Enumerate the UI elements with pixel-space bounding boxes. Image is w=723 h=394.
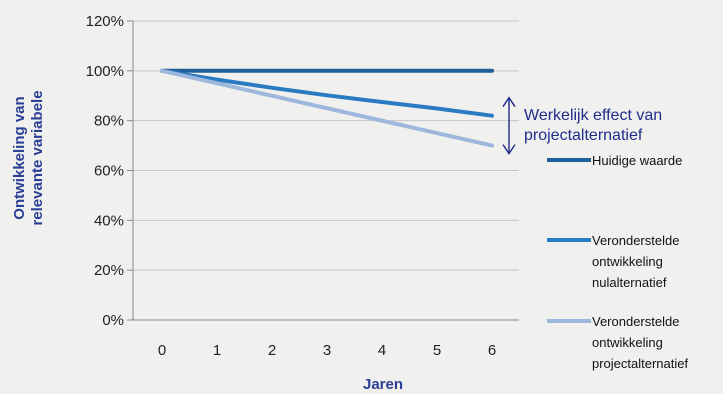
annotation-arrowhead-up bbox=[502, 96, 516, 108]
legend-label: ontwikkeling bbox=[592, 335, 663, 350]
legend-label: nulalternatief bbox=[592, 275, 667, 290]
y-axis-title-line: relevante variabele bbox=[29, 90, 46, 225]
x-tick-label: 2 bbox=[268, 342, 276, 359]
x-tick-label: 0 bbox=[158, 342, 166, 359]
y-tick-label: 40% bbox=[94, 212, 124, 229]
legend-label: Veronderstelde bbox=[592, 314, 679, 329]
y-axis-title: Ontwikkeling vanrelevante variabele bbox=[11, 90, 46, 225]
y-tick-label: 100% bbox=[86, 63, 124, 80]
series-line-3 bbox=[160, 68, 494, 148]
x-tick-label: 4 bbox=[378, 342, 386, 359]
x-axis-title: Jaren bbox=[363, 376, 403, 393]
annotation-text: Werkelijk effect van bbox=[524, 107, 662, 124]
y-tick-label: 0% bbox=[102, 312, 124, 329]
y-tick-label: 20% bbox=[94, 262, 124, 279]
y-tick-label: 120% bbox=[86, 13, 124, 30]
gridlines bbox=[133, 20, 519, 271]
x-tick-label: 6 bbox=[488, 342, 496, 359]
legend-label: ontwikkeling bbox=[592, 254, 663, 269]
x-tick-label: 5 bbox=[433, 342, 441, 359]
effect-annotation: Werkelijk effect van projectalternatief bbox=[502, 96, 662, 155]
y-tick-label: 80% bbox=[94, 113, 124, 130]
x-tick-label: 3 bbox=[323, 342, 331, 359]
legend-label: Veronderstelde bbox=[592, 233, 679, 248]
annotation-arrowhead-down bbox=[502, 144, 516, 155]
legend-label: projectalternatief bbox=[592, 356, 688, 371]
y-tick-label: 60% bbox=[94, 163, 124, 180]
legend-label: Huidige waarde bbox=[592, 153, 682, 168]
x-tick-label: 1 bbox=[213, 342, 221, 359]
legend: Huidige waarde Veronderstelde ontwikkeling… bbox=[547, 153, 688, 371]
axes bbox=[127, 20, 519, 321]
annotation-text: projectalternatief bbox=[524, 127, 643, 144]
x-tick-labels: 0 1 2 3 4 5 6 bbox=[158, 342, 496, 359]
y-tick-labels: 0% 20% 40% 60% 80% 100% 120% bbox=[86, 13, 124, 329]
series-line-2 bbox=[160, 68, 494, 118]
y-axis-title-line: Ontwikkeling van bbox=[11, 96, 28, 219]
series-lines bbox=[160, 68, 494, 148]
